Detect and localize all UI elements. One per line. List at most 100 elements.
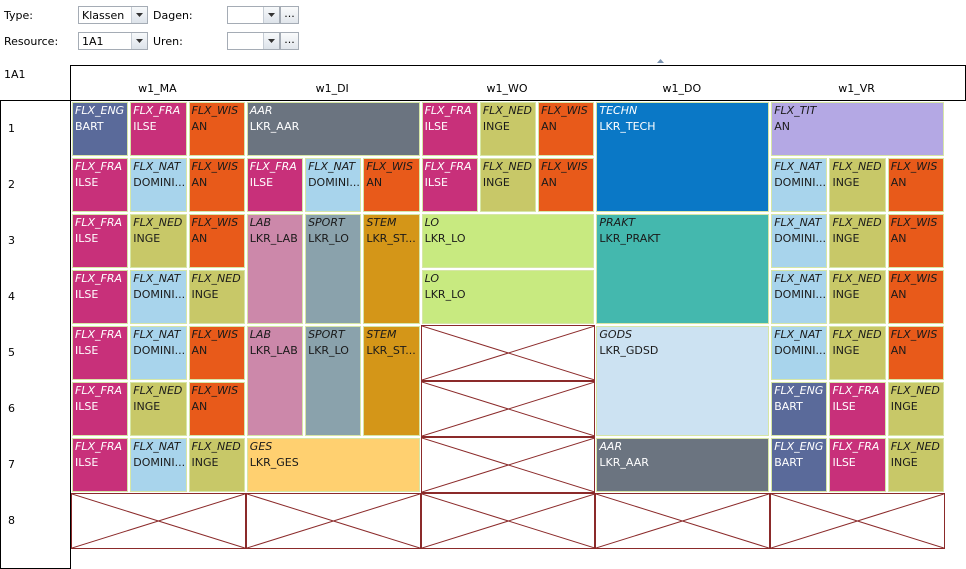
lesson-block[interactable]: STEM LKR_ST... xyxy=(363,326,420,436)
lesson-block[interactable]: FLX_WIS AN xyxy=(538,102,595,156)
empty-slot[interactable] xyxy=(420,493,596,549)
type-label: Type: xyxy=(4,9,33,22)
lesson-block[interactable]: FLX_FRA ILSE xyxy=(421,158,478,212)
lesson-block[interactable]: AAR LKR_AAR xyxy=(596,438,770,492)
lesson-block[interactable]: FLX_WIS AN xyxy=(188,382,245,436)
lesson-resource: LKR_ST... xyxy=(366,232,416,245)
lesson-block[interactable]: FLX_WIS AN xyxy=(188,214,245,268)
lesson-block[interactable]: FLX_NAT DOMINI... xyxy=(130,326,187,380)
lesson-block[interactable]: FLX_TIT AN xyxy=(771,102,944,156)
dagen-dropdown-button[interactable] xyxy=(263,7,279,23)
lesson-block[interactable]: FLX_FRA ILSE xyxy=(829,382,886,436)
lesson-block[interactable]: FLX_ENG BART xyxy=(771,438,828,492)
lesson-block[interactable]: FLX_WIS AN xyxy=(188,326,245,380)
lesson-block[interactable]: FLX_ENG BART xyxy=(72,102,129,156)
dagen-label: Dagen: xyxy=(153,9,193,22)
lesson-block[interactable]: FLX_NED INGE xyxy=(829,158,886,212)
lesson-block[interactable]: FLX_NAT DOMINI... xyxy=(771,270,828,324)
lesson-block[interactable]: FLX_WIS AN xyxy=(887,326,944,380)
dagen-select[interactable] xyxy=(227,6,280,24)
hour-label-6: 6 xyxy=(8,402,15,415)
lesson-block[interactable]: FLX_FRA ILSE xyxy=(72,270,129,324)
lesson-block[interactable]: FLX_WIS AN xyxy=(363,158,420,212)
lesson-block[interactable]: FLX_NED INGE xyxy=(887,438,944,492)
lesson-block[interactable]: FLX_NED INGE xyxy=(479,102,537,156)
lesson-block[interactable]: FLX_NAT DOMINI... xyxy=(130,158,187,212)
lesson-block[interactable]: FLX_FRA ILSE xyxy=(246,158,304,212)
lesson-block[interactable]: FLX_NED INGE xyxy=(188,438,245,492)
uren-browse-button[interactable]: ... xyxy=(280,32,299,50)
lesson-block[interactable]: GES LKR_GES xyxy=(246,438,420,492)
lesson-block[interactable]: FLX_NED INGE xyxy=(188,270,245,324)
lesson-block[interactable]: FLX_WIS AN xyxy=(887,158,944,212)
lesson-block[interactable]: FLX_FRA ILSE xyxy=(72,214,129,268)
lesson-block[interactable]: TECHN LKR_TECH xyxy=(596,102,770,212)
lesson-subject: GES xyxy=(249,440,273,453)
lesson-block[interactable]: FLX_NAT DOMINI... xyxy=(130,270,187,324)
lesson-resource: LKR_GES xyxy=(249,456,299,469)
empty-slot[interactable] xyxy=(420,325,596,381)
lesson-resource: DOMINI... xyxy=(133,176,186,189)
empty-slot[interactable] xyxy=(245,493,421,549)
lesson-block[interactable]: FLX_FRA ILSE xyxy=(72,158,129,212)
uren-dropdown-button[interactable] xyxy=(263,33,279,49)
lesson-block[interactable]: LO LKR_LO xyxy=(421,214,595,268)
cross-icon xyxy=(422,382,595,436)
lesson-block[interactable]: FLX_NAT DOMINI... xyxy=(305,158,362,212)
lesson-block[interactable]: FLX_NED INGE xyxy=(887,382,944,436)
lesson-block[interactable]: FLX_NED INGE xyxy=(130,382,187,436)
lesson-block[interactable]: FLX_NAT DOMINI... xyxy=(130,438,187,492)
lesson-resource: AN xyxy=(541,120,557,133)
lesson-block[interactable]: FLX_NED INGE xyxy=(829,270,886,324)
lesson-block[interactable]: FLX_NED INGE xyxy=(829,214,886,268)
lesson-block[interactable]: FLX_NAT DOMINI... xyxy=(771,326,828,380)
lesson-block[interactable]: AAR LKR_AAR xyxy=(246,102,420,156)
lesson-block[interactable]: FLX_WIS AN xyxy=(887,270,944,324)
empty-slot[interactable] xyxy=(420,437,596,493)
lesson-block[interactable]: FLX_FRA ILSE xyxy=(72,382,129,436)
resource-select[interactable]: 1A1 xyxy=(78,32,148,50)
lesson-block[interactable]: SPORT LKR_LO xyxy=(305,214,362,324)
type-dropdown-button[interactable] xyxy=(131,7,147,23)
type-select[interactable]: Klassen xyxy=(78,6,148,24)
lesson-block[interactable]: PRAKT LKR_PRAKT xyxy=(596,214,770,324)
empty-slot[interactable] xyxy=(770,493,945,549)
day-header-w1_wo: w1_WO xyxy=(486,82,528,95)
lesson-block[interactable]: FLX_FRA ILSE xyxy=(72,326,129,380)
lesson-block[interactable]: FLX_NED INGE xyxy=(829,326,886,380)
collapse-arrow-icon[interactable] xyxy=(657,59,664,63)
lesson-block[interactable]: FLX_WIS AN xyxy=(538,158,595,212)
dagen-browse-button[interactable]: ... xyxy=(280,6,299,24)
lesson-block[interactable]: LAB LKR_LAB xyxy=(246,326,304,436)
lesson-block[interactable]: FLX_WIS AN xyxy=(188,158,245,212)
lesson-block[interactable]: FLX_NAT DOMINI... xyxy=(771,214,828,268)
lesson-block[interactable]: FLX_WIS AN xyxy=(887,214,944,268)
lesson-block[interactable]: FLX_FRA ILSE xyxy=(421,102,478,156)
lesson-block[interactable]: LAB LKR_LAB xyxy=(246,214,304,324)
lesson-block[interactable]: LO LKR_LO xyxy=(421,270,595,324)
lesson-subject: SPORT xyxy=(308,328,345,341)
lesson-subject: FLX_WIS xyxy=(191,104,239,117)
lesson-block[interactable]: FLX_FRA ILSE xyxy=(829,438,886,492)
chevron-down-icon xyxy=(136,39,143,43)
lesson-block[interactable]: FLX_WIS AN xyxy=(188,102,245,156)
lesson-block[interactable]: FLX_NED INGE xyxy=(130,214,187,268)
lesson-subject: AAR xyxy=(249,104,273,117)
lesson-block[interactable]: FLX_FRA ILSE xyxy=(130,102,187,156)
uren-select[interactable] xyxy=(227,32,280,50)
lesson-block[interactable]: FLX_ENG BART xyxy=(771,382,828,436)
lesson-resource: LKR_ST... xyxy=(366,344,416,357)
lesson-resource: DOMINI... xyxy=(774,232,827,245)
resource-dropdown-button[interactable] xyxy=(131,33,147,49)
lesson-block[interactable]: GODS LKR_GDSD xyxy=(596,326,770,436)
lesson-block[interactable]: FLX_NED INGE xyxy=(479,158,537,212)
lesson-subject: FLX_WIS xyxy=(191,216,239,229)
lesson-block[interactable]: STEM LKR_ST... xyxy=(363,214,420,324)
lesson-block[interactable]: SPORT LKR_LO xyxy=(305,326,362,436)
lesson-block[interactable]: FLX_FRA ILSE xyxy=(72,438,129,492)
empty-slot[interactable] xyxy=(595,493,771,549)
lesson-subject: FLX_NED xyxy=(191,440,241,453)
empty-slot[interactable] xyxy=(420,381,596,437)
empty-slot[interactable] xyxy=(71,493,246,549)
lesson-block[interactable]: FLX_NAT DOMINI... xyxy=(771,158,828,212)
